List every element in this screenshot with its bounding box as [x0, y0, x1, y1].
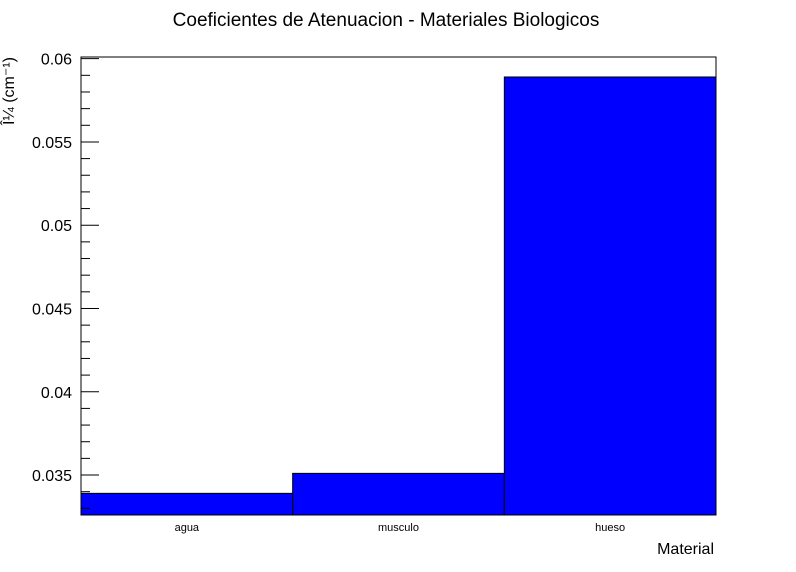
bar-hueso [503, 76, 717, 516]
plot-frame [80, 56, 717, 516]
x-tick-label-hueso: hueso [595, 522, 625, 534]
y-tick-label: 0.04 [41, 385, 72, 402]
y-tick-label: 0.035 [32, 468, 72, 485]
x-tick-label-musculo: musculo [378, 522, 419, 534]
chart-title: Coeficientes de Atenuacion - Materiales … [173, 10, 600, 31]
bar-musculo [292, 472, 505, 516]
y-tick-label: 0.055 [32, 135, 72, 152]
x-tick-label-agua: agua [175, 522, 200, 534]
x-axis-label: Material [657, 541, 714, 558]
y-tick-label: 0.05 [41, 218, 72, 235]
y-tick-label: 0.045 [32, 301, 72, 318]
bar-agua [80, 492, 294, 516]
y-tick-label: 0.06 [41, 52, 72, 69]
y-axis-label: Î¼ (cm⁻¹) [0, 57, 18, 126]
